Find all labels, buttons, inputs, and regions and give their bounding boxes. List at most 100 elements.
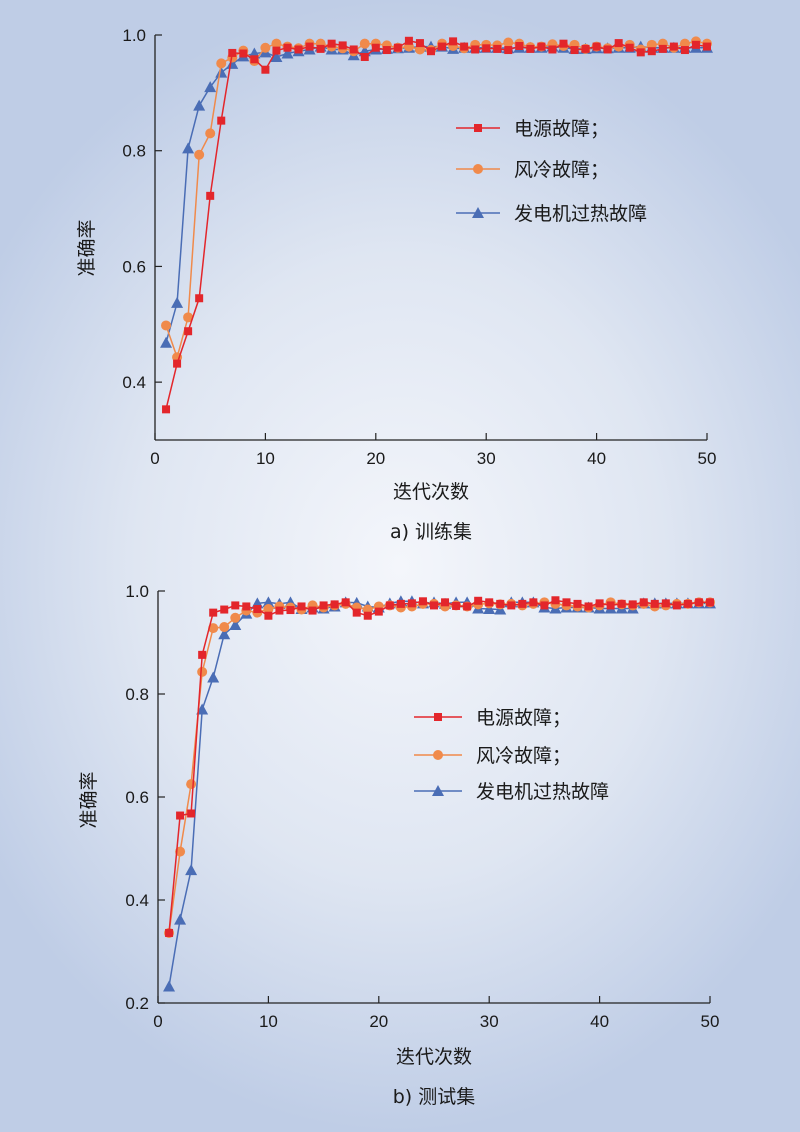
data-point-square <box>559 39 568 48</box>
y-tick-label: 0.4 <box>125 891 149 910</box>
data-point-square <box>206 191 215 200</box>
data-point-square <box>460 42 469 51</box>
legend-marker-triangle <box>472 207 484 218</box>
data-point-square <box>316 44 325 53</box>
y-tick-label: 0.2 <box>125 994 149 1013</box>
data-point-square <box>297 602 306 611</box>
legend-marker-triangle <box>432 785 444 796</box>
data-point-triangle <box>262 596 275 608</box>
data-point-triangle <box>270 50 283 62</box>
series-circle <box>161 36 712 363</box>
data-point-circle <box>263 604 274 615</box>
data-point-square <box>360 52 369 61</box>
legend: 电源故障； 风冷故障； 发电机过热故障 <box>456 118 647 225</box>
y-tick-label: 0.8 <box>122 142 146 161</box>
data-point-circle <box>194 149 205 160</box>
series-line <box>165 40 708 360</box>
data-point-square <box>250 55 259 64</box>
data-point-circle <box>271 38 282 49</box>
legend-label: 电源故障； <box>476 707 571 729</box>
data-point-square <box>253 605 262 614</box>
data-point-square <box>162 405 171 414</box>
x-tick-label: 40 <box>590 1012 609 1031</box>
data-point-square <box>415 39 424 48</box>
data-point-triangle <box>229 618 242 630</box>
data-point-square <box>515 41 524 50</box>
series-circle <box>164 597 715 938</box>
data-point-square <box>504 46 513 55</box>
data-point-square <box>603 45 612 54</box>
data-point-square <box>636 48 645 57</box>
data-point-triangle <box>226 57 239 69</box>
data-point-square <box>518 599 527 608</box>
data-point-square <box>507 601 516 610</box>
data-point-square <box>165 928 174 937</box>
legend-marker-circle <box>473 164 483 174</box>
data-point-square <box>393 43 402 52</box>
data-point-square <box>187 809 196 818</box>
data-point-square <box>540 601 549 610</box>
data-point-square <box>691 40 700 49</box>
data-point-square <box>537 42 546 51</box>
data-point-circle <box>208 623 219 634</box>
data-point-square <box>706 598 714 607</box>
x-axis-title: 迭代次数 <box>393 481 469 503</box>
data-point-square <box>283 43 292 52</box>
y-axis-title: 准确率 <box>76 219 98 276</box>
x-tick-label: 10 <box>259 1012 278 1031</box>
data-point-square <box>352 608 361 617</box>
data-point-square <box>173 359 182 368</box>
data-point-square <box>485 598 494 607</box>
data-point-triangle <box>160 336 173 348</box>
data-point-square <box>548 45 557 54</box>
data-point-square <box>672 601 681 610</box>
data-point-square <box>308 606 317 615</box>
x-tick-label: 20 <box>369 1012 388 1031</box>
data-point-triangle <box>483 603 496 615</box>
data-point-square <box>330 600 339 609</box>
data-point-square <box>496 599 505 608</box>
chart-caption: a) 训练集 <box>390 521 472 543</box>
data-point-square <box>198 650 207 659</box>
data-point-square <box>242 602 251 611</box>
data-point-square <box>551 596 560 605</box>
data-point-square <box>374 607 383 616</box>
data-point-triangle <box>163 980 176 992</box>
data-point-square <box>407 599 416 608</box>
data-point-square <box>396 599 405 608</box>
data-point-square <box>463 602 472 611</box>
data-point-square <box>404 36 413 45</box>
data-point-square <box>427 47 435 56</box>
data-point-square <box>570 46 579 55</box>
data-point-square <box>319 601 328 610</box>
legend-label: 发电机过热故障 <box>476 781 609 803</box>
data-point-square <box>441 598 450 607</box>
data-point-square <box>385 601 394 610</box>
x-tick-label: 20 <box>366 449 385 468</box>
data-point-square <box>228 48 237 57</box>
data-point-square <box>438 42 447 51</box>
series-line <box>165 45 707 344</box>
data-point-square <box>595 599 604 608</box>
data-point-square <box>573 599 582 608</box>
data-point-triangle <box>171 296 184 308</box>
data-point-square <box>327 39 336 48</box>
data-point-square <box>261 65 270 74</box>
data-point-square <box>592 42 601 51</box>
data-point-circle <box>359 38 370 49</box>
data-point-square <box>669 42 678 51</box>
data-point-triangle <box>196 703 209 715</box>
data-point-square <box>562 598 571 607</box>
data-point-square <box>647 47 656 56</box>
series-square <box>165 596 714 937</box>
data-point-square <box>617 599 626 608</box>
x-tick-label: 50 <box>701 1012 720 1031</box>
data-point-triangle <box>174 913 187 925</box>
data-point-square <box>305 42 314 51</box>
data-point-circle <box>216 58 227 69</box>
data-point-square <box>231 601 240 610</box>
data-point-square <box>184 327 193 336</box>
legend-marker-circle <box>433 750 443 760</box>
